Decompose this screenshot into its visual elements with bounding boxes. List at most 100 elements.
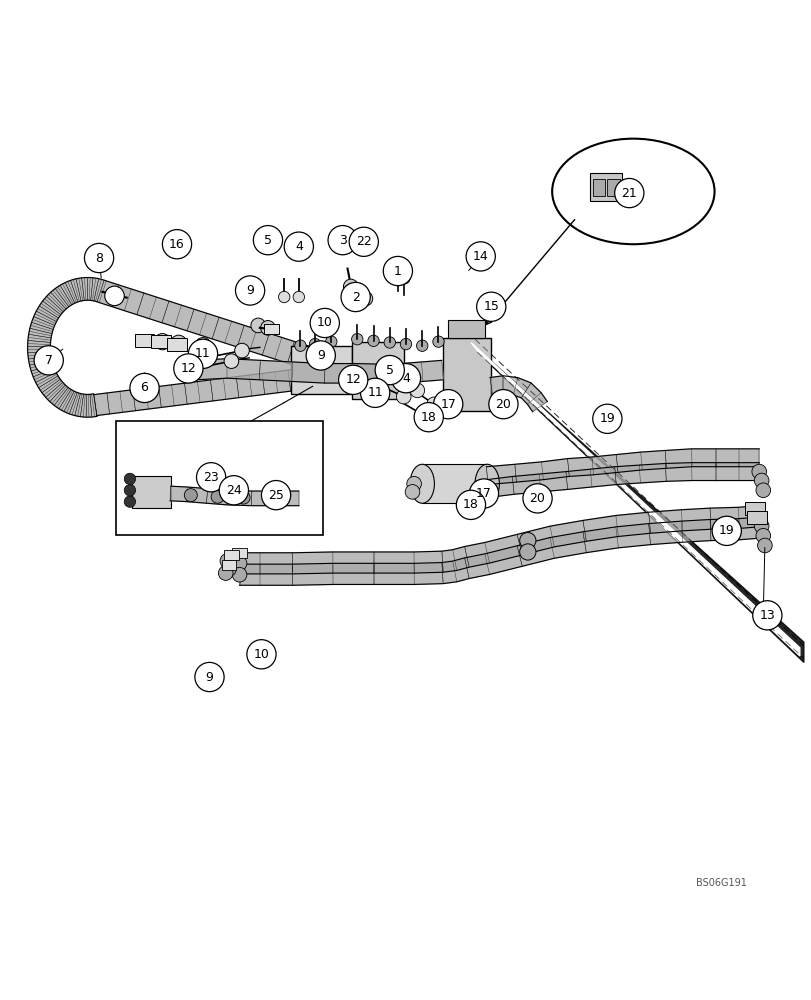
Text: 13: 13 xyxy=(758,609,775,622)
Text: BS06G191: BS06G191 xyxy=(695,878,746,888)
Text: 7: 7 xyxy=(45,354,53,367)
Polygon shape xyxy=(470,342,799,656)
Text: 11: 11 xyxy=(195,347,211,360)
Circle shape xyxy=(196,463,225,492)
FancyBboxPatch shape xyxy=(351,342,404,398)
Text: 22: 22 xyxy=(355,235,371,248)
Ellipse shape xyxy=(410,464,434,503)
Circle shape xyxy=(170,335,187,351)
FancyBboxPatch shape xyxy=(589,173,621,201)
Circle shape xyxy=(253,226,282,255)
Circle shape xyxy=(195,662,224,692)
Circle shape xyxy=(469,479,498,508)
FancyBboxPatch shape xyxy=(264,324,278,334)
Circle shape xyxy=(338,365,367,394)
FancyBboxPatch shape xyxy=(135,334,154,347)
FancyBboxPatch shape xyxy=(167,338,187,351)
Text: 1: 1 xyxy=(393,265,401,278)
Circle shape xyxy=(375,355,404,385)
Circle shape xyxy=(360,378,389,407)
Circle shape xyxy=(349,227,378,256)
FancyBboxPatch shape xyxy=(232,548,247,558)
Text: 16: 16 xyxy=(169,238,185,251)
Polygon shape xyxy=(486,449,758,485)
Circle shape xyxy=(251,318,265,333)
Circle shape xyxy=(519,544,535,560)
Circle shape xyxy=(34,346,63,375)
FancyBboxPatch shape xyxy=(131,476,170,508)
Circle shape xyxy=(162,230,191,259)
Circle shape xyxy=(456,490,485,519)
Circle shape xyxy=(218,566,233,580)
Circle shape xyxy=(195,338,211,354)
Circle shape xyxy=(755,528,770,543)
Text: 2: 2 xyxy=(351,291,359,304)
Circle shape xyxy=(234,343,249,358)
Circle shape xyxy=(391,364,420,393)
Circle shape xyxy=(592,404,621,433)
Circle shape xyxy=(294,340,306,351)
Circle shape xyxy=(219,476,248,505)
Text: 20: 20 xyxy=(529,492,545,505)
FancyBboxPatch shape xyxy=(422,464,487,503)
Text: 10: 10 xyxy=(316,316,333,329)
Text: 19: 19 xyxy=(599,412,615,425)
Circle shape xyxy=(400,338,411,350)
Circle shape xyxy=(328,226,357,255)
Circle shape xyxy=(753,473,768,488)
Circle shape xyxy=(432,336,444,347)
Circle shape xyxy=(367,335,379,347)
Circle shape xyxy=(232,567,247,582)
Circle shape xyxy=(751,509,766,524)
Circle shape xyxy=(174,354,203,383)
Polygon shape xyxy=(239,517,759,585)
Circle shape xyxy=(466,242,495,271)
Circle shape xyxy=(220,554,234,568)
Polygon shape xyxy=(28,278,344,417)
FancyBboxPatch shape xyxy=(448,320,484,338)
Circle shape xyxy=(343,279,358,294)
Text: 24: 24 xyxy=(225,484,242,497)
Circle shape xyxy=(433,390,462,419)
Circle shape xyxy=(130,373,159,403)
Circle shape xyxy=(341,282,370,312)
FancyBboxPatch shape xyxy=(116,421,323,535)
Circle shape xyxy=(278,291,290,303)
Text: 4: 4 xyxy=(401,372,410,385)
Polygon shape xyxy=(466,339,803,662)
Text: 9: 9 xyxy=(316,349,324,362)
Circle shape xyxy=(405,485,419,499)
Text: 14: 14 xyxy=(472,250,488,263)
FancyBboxPatch shape xyxy=(151,335,170,348)
FancyBboxPatch shape xyxy=(290,346,351,394)
Text: 18: 18 xyxy=(420,411,436,424)
FancyBboxPatch shape xyxy=(221,560,236,570)
Circle shape xyxy=(154,334,170,350)
Circle shape xyxy=(261,481,290,510)
Circle shape xyxy=(406,476,421,491)
Text: 19: 19 xyxy=(718,524,734,537)
Circle shape xyxy=(427,397,441,412)
Text: 9: 9 xyxy=(246,284,254,297)
Text: 12: 12 xyxy=(345,373,361,386)
Circle shape xyxy=(358,291,372,306)
Circle shape xyxy=(309,338,320,350)
Circle shape xyxy=(284,232,313,261)
Circle shape xyxy=(752,601,781,630)
Circle shape xyxy=(188,339,217,368)
Text: 9: 9 xyxy=(205,671,213,684)
Text: 12: 12 xyxy=(180,362,196,375)
Text: 15: 15 xyxy=(483,300,499,313)
Circle shape xyxy=(211,490,224,503)
Text: 5: 5 xyxy=(385,364,393,377)
FancyBboxPatch shape xyxy=(746,511,766,524)
Circle shape xyxy=(398,273,410,284)
Circle shape xyxy=(325,336,337,347)
Circle shape xyxy=(711,516,740,545)
FancyBboxPatch shape xyxy=(744,502,764,515)
Circle shape xyxy=(614,178,643,208)
Circle shape xyxy=(184,489,197,502)
Polygon shape xyxy=(94,364,342,416)
Polygon shape xyxy=(194,359,443,384)
Circle shape xyxy=(384,337,395,348)
